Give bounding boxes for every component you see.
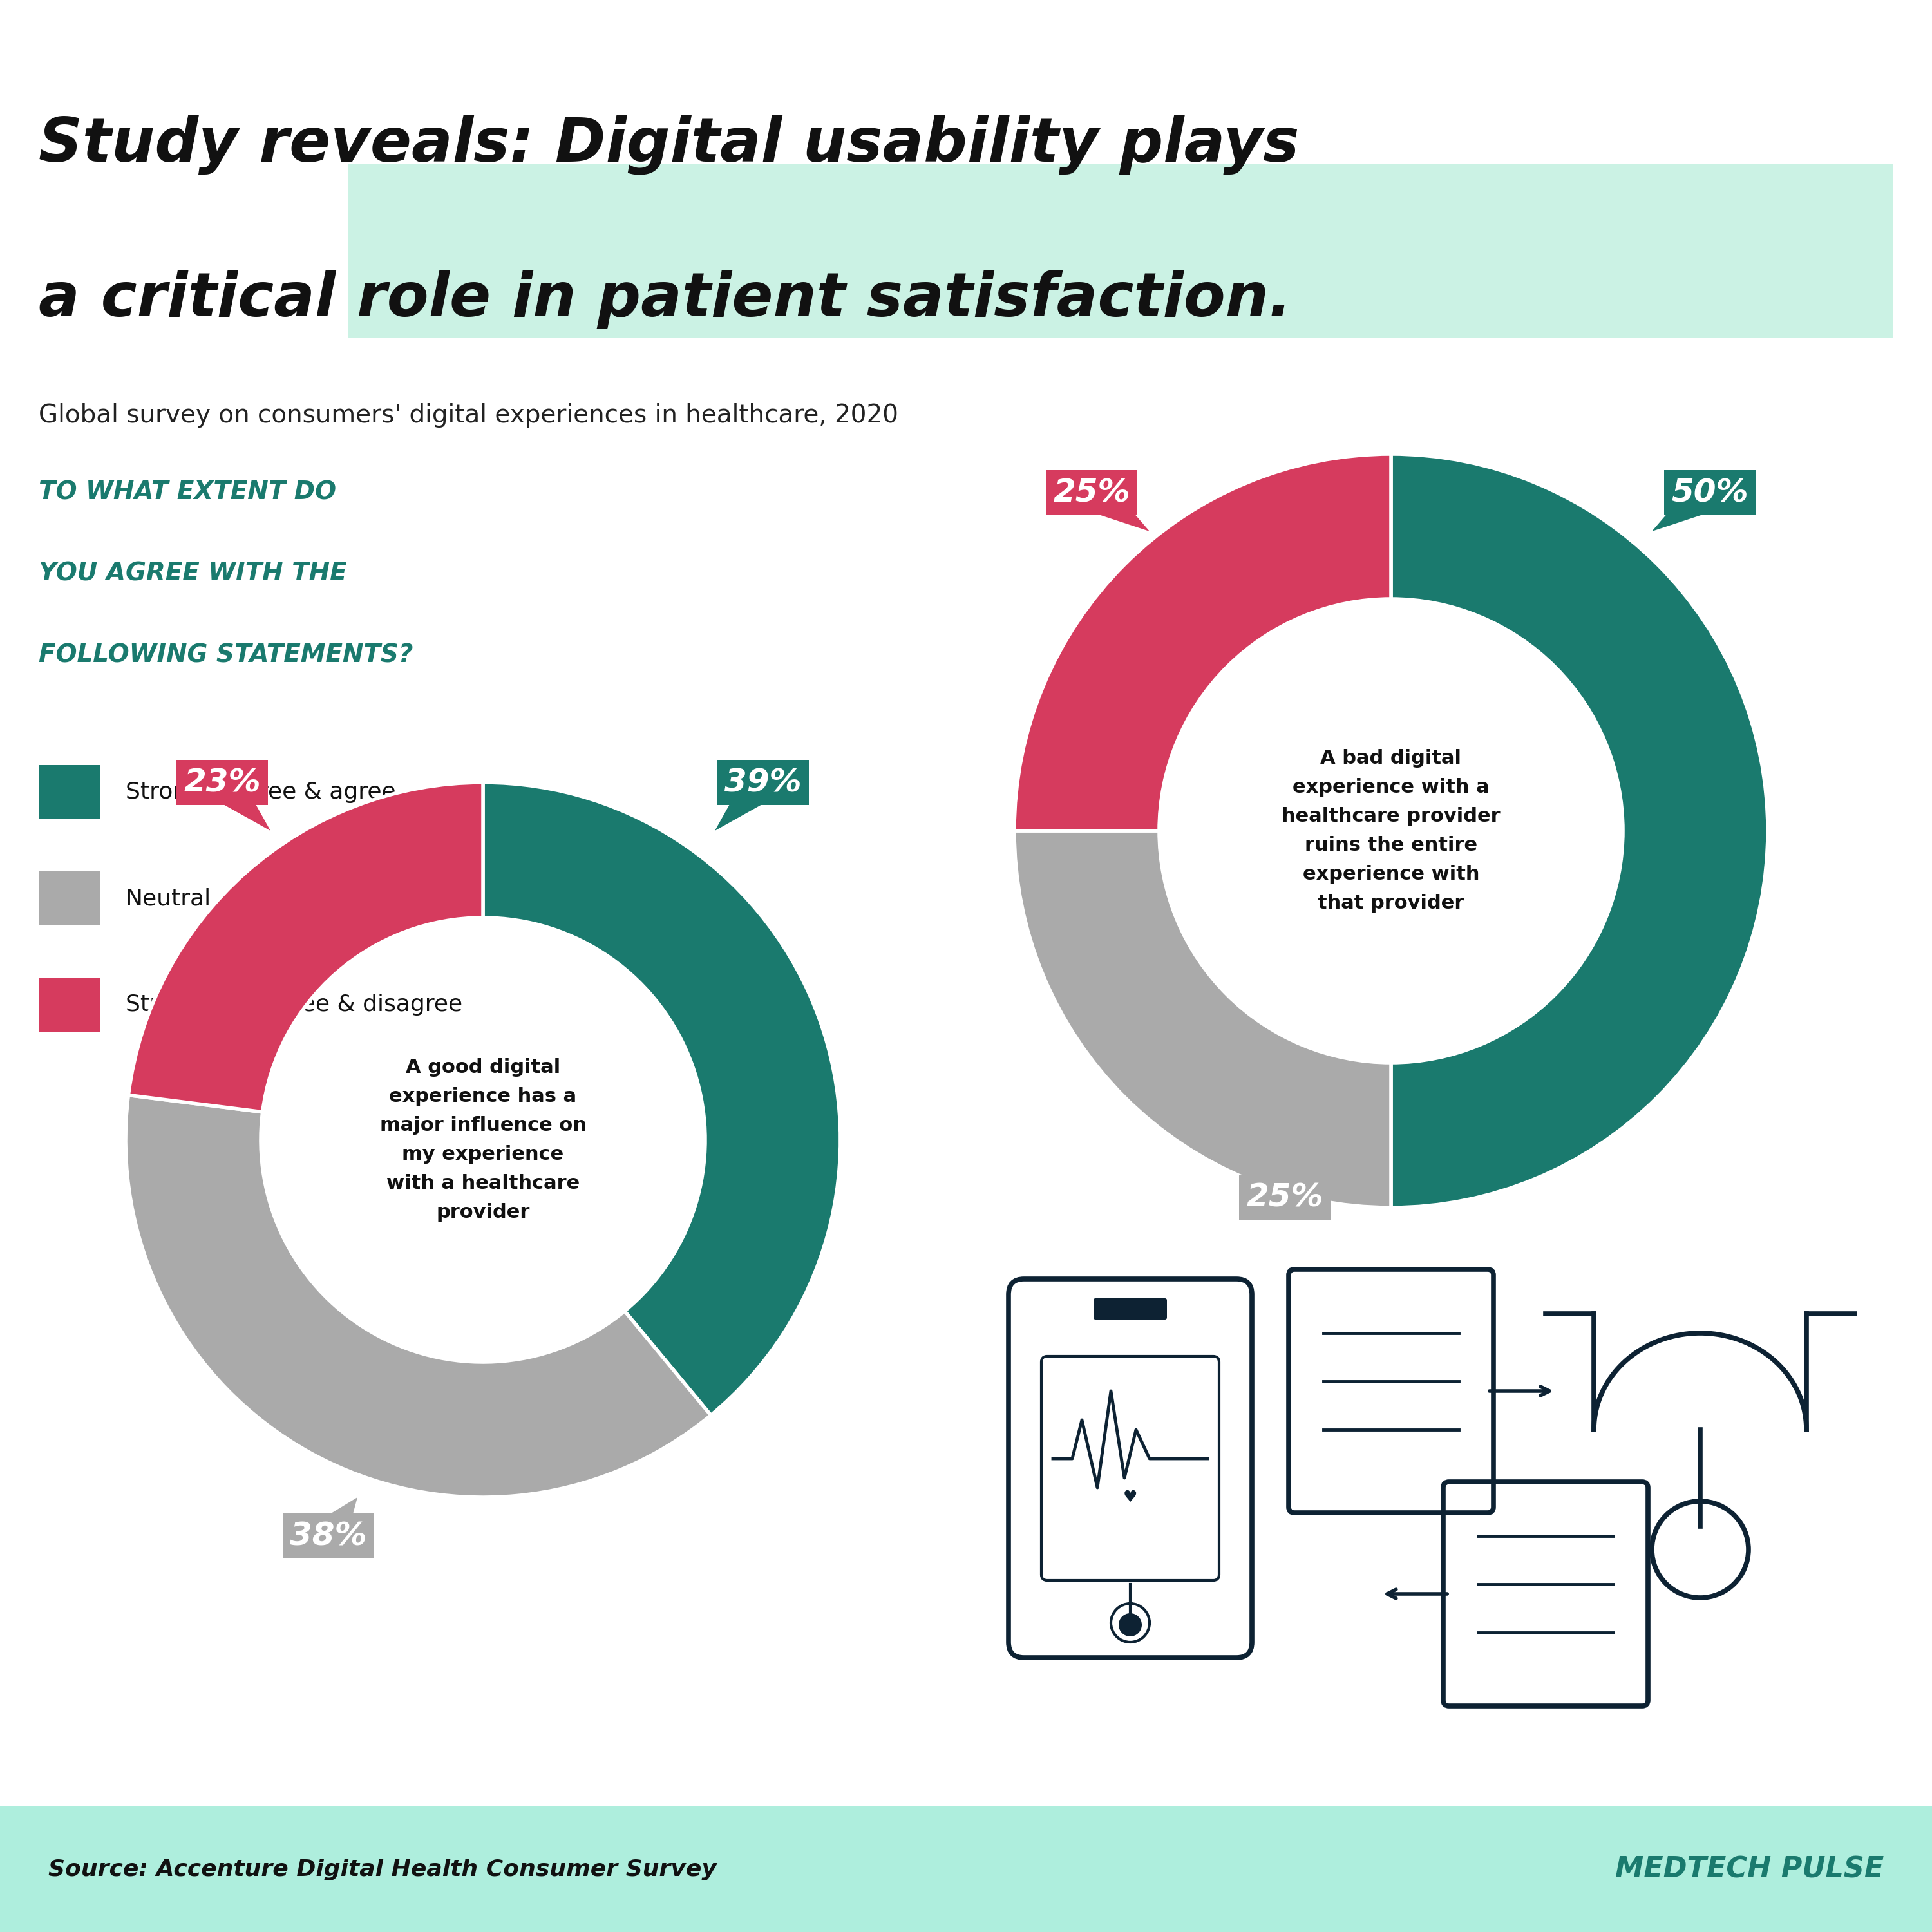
FancyBboxPatch shape bbox=[348, 164, 1893, 338]
Text: Study reveals: Digital usability plays: Study reveals: Digital usability plays bbox=[39, 116, 1298, 174]
Polygon shape bbox=[313, 1497, 357, 1548]
Polygon shape bbox=[1267, 1150, 1304, 1206]
FancyBboxPatch shape bbox=[0, 1806, 1932, 1932]
Text: 38%: 38% bbox=[290, 1520, 367, 1551]
Wedge shape bbox=[128, 782, 483, 1113]
Text: A bad digital
experience with a
healthcare provider
ruins the entire
experience : A bad digital experience with a healthca… bbox=[1281, 750, 1501, 912]
Text: 25%: 25% bbox=[1053, 477, 1130, 508]
Polygon shape bbox=[209, 769, 270, 831]
Text: A good digital
experience has a
major influence on
my experience
with a healthca: A good digital experience has a major in… bbox=[381, 1059, 585, 1221]
Text: Strongly disagree & disagree: Strongly disagree & disagree bbox=[126, 993, 462, 1016]
Circle shape bbox=[1119, 1613, 1142, 1636]
Text: MEDTECH PULSE: MEDTECH PULSE bbox=[1615, 1855, 1884, 1884]
Wedge shape bbox=[1014, 454, 1391, 831]
FancyBboxPatch shape bbox=[39, 871, 100, 925]
Text: Neutral: Neutral bbox=[126, 887, 211, 910]
Polygon shape bbox=[1652, 477, 1721, 531]
Text: 50%: 50% bbox=[1671, 477, 1748, 508]
Text: FOLLOWING STATEMENTS?: FOLLOWING STATEMENTS? bbox=[39, 643, 413, 667]
Polygon shape bbox=[1080, 477, 1150, 531]
Text: ♥: ♥ bbox=[1122, 1490, 1138, 1505]
Polygon shape bbox=[715, 769, 777, 831]
Text: TO WHAT EXTENT DO: TO WHAT EXTENT DO bbox=[39, 481, 336, 504]
Wedge shape bbox=[1014, 831, 1391, 1208]
Wedge shape bbox=[1391, 454, 1768, 1208]
Text: Source: Accenture Digital Health Consumer Survey: Source: Accenture Digital Health Consume… bbox=[48, 1859, 717, 1880]
Wedge shape bbox=[483, 782, 840, 1416]
Text: 25%: 25% bbox=[1246, 1182, 1323, 1213]
FancyBboxPatch shape bbox=[39, 978, 100, 1032]
FancyBboxPatch shape bbox=[39, 765, 100, 819]
Text: Global survey on consumers' digital experiences in healthcare, 2020: Global survey on consumers' digital expe… bbox=[39, 404, 898, 427]
Text: 39%: 39% bbox=[724, 767, 802, 798]
Wedge shape bbox=[126, 1095, 711, 1497]
Text: Strongly agree & agree: Strongly agree & agree bbox=[126, 781, 396, 804]
Text: YOU AGREE WITH THE: YOU AGREE WITH THE bbox=[39, 562, 348, 585]
FancyBboxPatch shape bbox=[1094, 1298, 1167, 1320]
Text: a critical role in patient satisfaction.: a critical role in patient satisfaction. bbox=[39, 270, 1293, 328]
Text: 23%: 23% bbox=[184, 767, 261, 798]
